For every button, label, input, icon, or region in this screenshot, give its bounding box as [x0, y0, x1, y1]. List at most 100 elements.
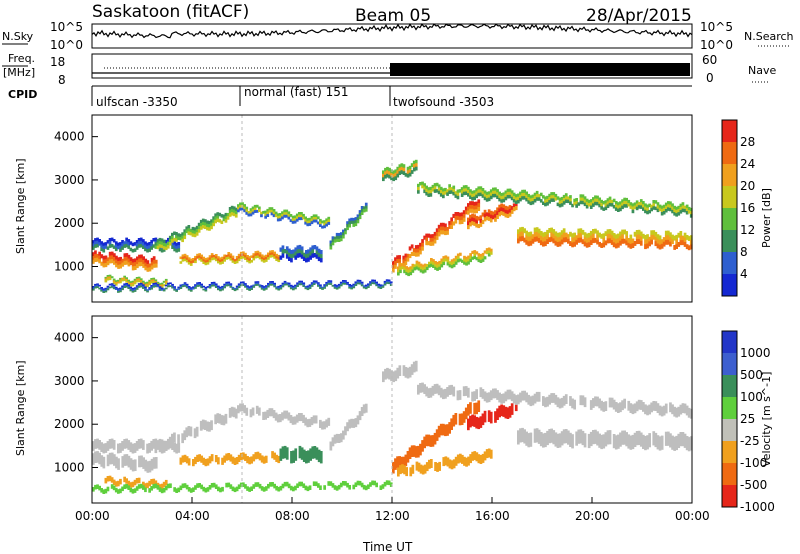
power-cell — [239, 207, 242, 211]
velocity-cell — [506, 407, 510, 419]
power-cell — [556, 232, 560, 238]
power-cell — [158, 287, 162, 290]
power-cell — [512, 192, 516, 197]
power-cell — [102, 245, 106, 250]
power-cell — [411, 263, 415, 267]
power-cell — [94, 244, 97, 248]
power-cell — [450, 217, 453, 222]
power-cell — [652, 234, 656, 240]
power-cell — [117, 279, 120, 282]
power-cell — [610, 199, 614, 204]
velocity-cell — [166, 439, 170, 450]
power-cell — [644, 239, 647, 245]
power-cell — [194, 287, 197, 289]
power-cell — [269, 250, 272, 254]
power-cell — [648, 209, 651, 214]
velocity-cell — [169, 483, 172, 488]
power-cell — [658, 204, 662, 209]
power-cell — [460, 190, 464, 194]
velocity-cell — [454, 413, 458, 425]
velocity-colorbar-swatch — [722, 397, 737, 420]
power-cell — [442, 226, 445, 231]
power-cell — [160, 282, 164, 285]
velocity-cell — [598, 433, 601, 448]
velocity-cell — [281, 483, 285, 489]
power-cell — [144, 247, 147, 252]
power-cell — [100, 244, 103, 248]
power-cell — [206, 220, 209, 224]
power-cell — [162, 246, 166, 250]
velocity-cell — [237, 454, 241, 462]
power-cell — [679, 210, 683, 214]
power-cell — [308, 285, 312, 288]
power-cell — [631, 206, 635, 210]
power-cell — [508, 205, 512, 210]
velocity-cell — [373, 480, 376, 486]
power-cell — [135, 246, 139, 250]
power-cell — [427, 190, 431, 194]
power-cell — [160, 244, 164, 249]
power-cell — [250, 288, 253, 290]
power-cell — [554, 197, 558, 201]
power-cell — [348, 284, 351, 286]
power-cell — [146, 283, 149, 286]
power-cell — [337, 283, 341, 286]
power-cell — [598, 200, 601, 205]
power-cell — [102, 249, 106, 253]
power-cell — [144, 244, 147, 248]
power-cell — [200, 259, 203, 262]
power-cell — [137, 238, 141, 242]
power-cell — [114, 247, 118, 252]
velocity-cell — [425, 386, 428, 397]
power-cell — [167, 285, 170, 288]
velocity-cell — [389, 482, 393, 487]
velocity-cell — [300, 481, 303, 487]
power-cell — [214, 219, 217, 224]
power-cell — [431, 234, 435, 239]
power-cell — [479, 215, 483, 220]
power-cell — [117, 288, 120, 290]
power-cell — [594, 195, 597, 199]
power-cell — [585, 205, 589, 209]
velocity-cell — [386, 367, 389, 379]
power-cell — [254, 282, 258, 285]
velocity-cell — [473, 451, 477, 461]
power-cell — [246, 288, 249, 290]
power-cell — [279, 287, 283, 290]
power-cell — [136, 260, 139, 265]
power-cell — [552, 229, 556, 234]
power-cell — [423, 189, 426, 194]
power-cell — [94, 238, 97, 242]
power-cell — [281, 213, 284, 217]
velocity-cell — [131, 489, 135, 494]
power-cell — [652, 230, 656, 236]
power-cell — [285, 282, 289, 284]
velocity-cell — [401, 464, 404, 474]
power-cell — [295, 213, 299, 217]
power-cell — [204, 262, 208, 266]
power-cell — [310, 216, 314, 219]
velocity-cell — [129, 482, 133, 488]
power-cell — [117, 289, 120, 292]
power-cell — [492, 211, 495, 216]
velocity-cell — [189, 426, 193, 437]
power-cell — [542, 241, 545, 247]
power-cell — [469, 195, 472, 199]
power-cell — [689, 244, 693, 250]
power-cell — [125, 256, 129, 261]
power-cell — [373, 282, 376, 285]
power-cell — [646, 238, 649, 244]
power-cell — [475, 188, 478, 192]
power-cell — [679, 235, 683, 241]
power-cell — [473, 221, 476, 226]
velocity-cell — [600, 434, 603, 450]
power-cell — [683, 242, 687, 247]
power-cell — [264, 259, 268, 262]
power-cell — [224, 212, 228, 217]
power-cell — [300, 246, 304, 251]
velocity-cell — [228, 408, 232, 418]
velocity-cell — [262, 411, 265, 420]
velocity-cell — [648, 433, 651, 448]
nsearch-tick-high: 10^5 — [700, 20, 733, 34]
power-cell — [504, 196, 508, 201]
